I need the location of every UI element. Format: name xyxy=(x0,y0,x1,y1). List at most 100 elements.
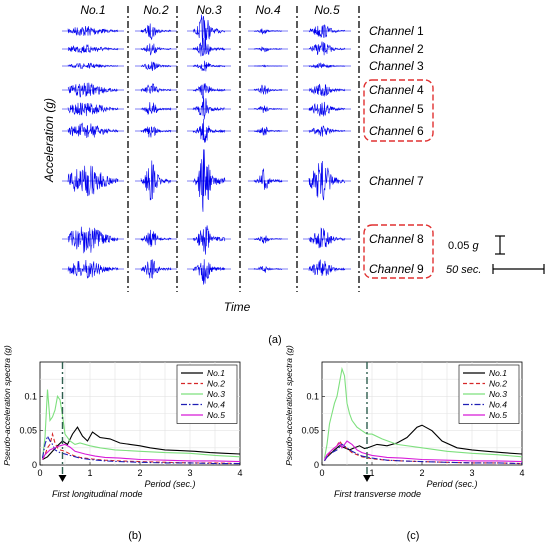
highlight-box-channels-4-6 xyxy=(363,79,434,142)
y-tick-label: 0.1 xyxy=(306,391,319,401)
channel-label: Channel 8 xyxy=(369,232,424,246)
record-label: No.3 xyxy=(196,3,222,17)
panel-a-xlabel: Time xyxy=(224,300,251,314)
series-line xyxy=(324,440,523,463)
x-tick-label: 2 xyxy=(419,468,424,478)
series-line xyxy=(42,431,241,465)
waveform-trace xyxy=(253,126,283,136)
waveform-trace xyxy=(192,259,226,285)
y-axis-label: Pseudo-acceleration spectra (g) xyxy=(2,345,12,466)
waveform-trace xyxy=(67,226,119,254)
x-tick-label: 2 xyxy=(137,468,142,478)
legend-label: No.4 xyxy=(489,400,507,410)
legend-label: No.1 xyxy=(489,368,507,378)
waveform-trace xyxy=(67,102,119,117)
scale-bars: 0.05 g 50 sec. xyxy=(446,235,545,276)
channel-label: Channel 7 xyxy=(369,174,424,188)
legend-label: No.3 xyxy=(489,389,507,399)
x-tick-label: 1 xyxy=(369,468,374,478)
waveform-trace xyxy=(308,83,346,97)
series-line xyxy=(42,443,241,463)
channel-label: Channel 3 xyxy=(369,59,424,73)
waveform-trace xyxy=(140,102,172,116)
accel-scale-label: 0.05 g xyxy=(448,240,479,252)
waveform-trace xyxy=(253,168,283,190)
waveform-trace xyxy=(192,83,226,99)
spectra-chart-longitudinal: 0 1 2 3 4 0 0.05 0.1 Period (sec.) Pseudo-acceler… xyxy=(2,345,243,499)
series-line xyxy=(42,426,241,460)
x-tick-label: 0 xyxy=(37,468,42,478)
channel-label: Channel 5 xyxy=(369,102,424,116)
waveform-trace xyxy=(140,229,172,248)
x-tick-label: 3 xyxy=(469,468,474,478)
channel-label: Channel 2 xyxy=(369,42,424,56)
waveform-trace xyxy=(67,82,119,98)
waveform-trace xyxy=(253,46,283,53)
waveform-panel: Acceleration (g) Time No.1 No.2 No.3 No.4 No… xyxy=(42,3,545,346)
record-label: No.4 xyxy=(255,3,281,17)
x-tick-label: 4 xyxy=(237,468,242,478)
legend-label: No.2 xyxy=(207,379,225,389)
x-tick-label: 4 xyxy=(519,468,524,478)
y-tick-label: 0.1 xyxy=(24,391,37,401)
waveform-trace xyxy=(67,122,119,139)
waveform-trace xyxy=(192,37,225,57)
waveform-trace xyxy=(141,61,172,72)
waveform-trace xyxy=(192,97,226,120)
caption-a: (a) xyxy=(268,334,281,346)
waveform-trace xyxy=(308,259,346,277)
legend-label: No.1 xyxy=(207,368,225,378)
channel-label: Channel 1 xyxy=(369,24,424,38)
series-line xyxy=(41,389,241,459)
channel-label: Channel 4 xyxy=(369,83,424,97)
highlight-box-channels-8-9 xyxy=(363,224,434,279)
mode-annotation: First longitudinal mode xyxy=(52,489,143,499)
mode-arrow-icon xyxy=(363,475,371,482)
legend-label: No.5 xyxy=(207,410,225,420)
legend-label: No.4 xyxy=(207,400,225,410)
waveform-trace xyxy=(192,60,226,72)
waveform-trace xyxy=(192,225,226,255)
series-line xyxy=(324,443,523,465)
waveform-trace xyxy=(140,160,171,201)
legend-label: No.5 xyxy=(489,410,507,420)
y-tick-label: 0 xyxy=(32,460,37,470)
record-label: No.2 xyxy=(143,3,169,17)
waveform-trace xyxy=(67,259,119,279)
waveform-trace xyxy=(253,105,283,114)
y-tick-label: 0 xyxy=(314,460,319,470)
waveform-trace xyxy=(253,84,283,95)
caption-c: (c) xyxy=(407,530,420,542)
panel-a-ylabel: Acceleration (g) xyxy=(42,98,56,183)
channel-label: Channel 6 xyxy=(369,124,424,138)
x-tick-label: 1 xyxy=(87,468,92,478)
mode-arrow-icon xyxy=(58,475,67,482)
x-tick-label: 3 xyxy=(187,468,192,478)
y-tick-label: 0.05 xyxy=(19,426,37,436)
waveform-trace xyxy=(192,149,226,212)
waveform-trace xyxy=(253,235,283,244)
waveform-trace xyxy=(140,126,172,138)
legend xyxy=(176,364,238,424)
waveform-trace xyxy=(140,43,172,56)
mode-annotation: First transverse mode xyxy=(334,489,421,499)
waveform-trace xyxy=(67,44,119,54)
record-label: No.1 xyxy=(80,3,105,17)
x-tick-label: 0 xyxy=(319,468,324,478)
legend-label: No.3 xyxy=(207,389,225,399)
record-label: No.5 xyxy=(314,3,340,17)
series-line xyxy=(323,366,523,459)
waveform-trace xyxy=(308,24,346,39)
waveform-trace xyxy=(140,23,172,41)
x-axis-label: Period (sec.) xyxy=(144,479,195,489)
y-axis-label: Pseudo-acceleration spectra (g) xyxy=(284,345,294,466)
caption-b: (b) xyxy=(128,530,141,542)
waveform-trace xyxy=(308,41,346,56)
waveform-trace xyxy=(192,14,226,51)
waveform-trace xyxy=(308,227,346,249)
waveform-trace xyxy=(67,165,119,197)
series-line xyxy=(41,434,240,465)
waveform-trace xyxy=(308,62,346,69)
spectra-chart-transverse: 0 1 2 3 4 0 0.05 0.1 Period (sec.) Pseudo-acceler… xyxy=(284,345,525,499)
